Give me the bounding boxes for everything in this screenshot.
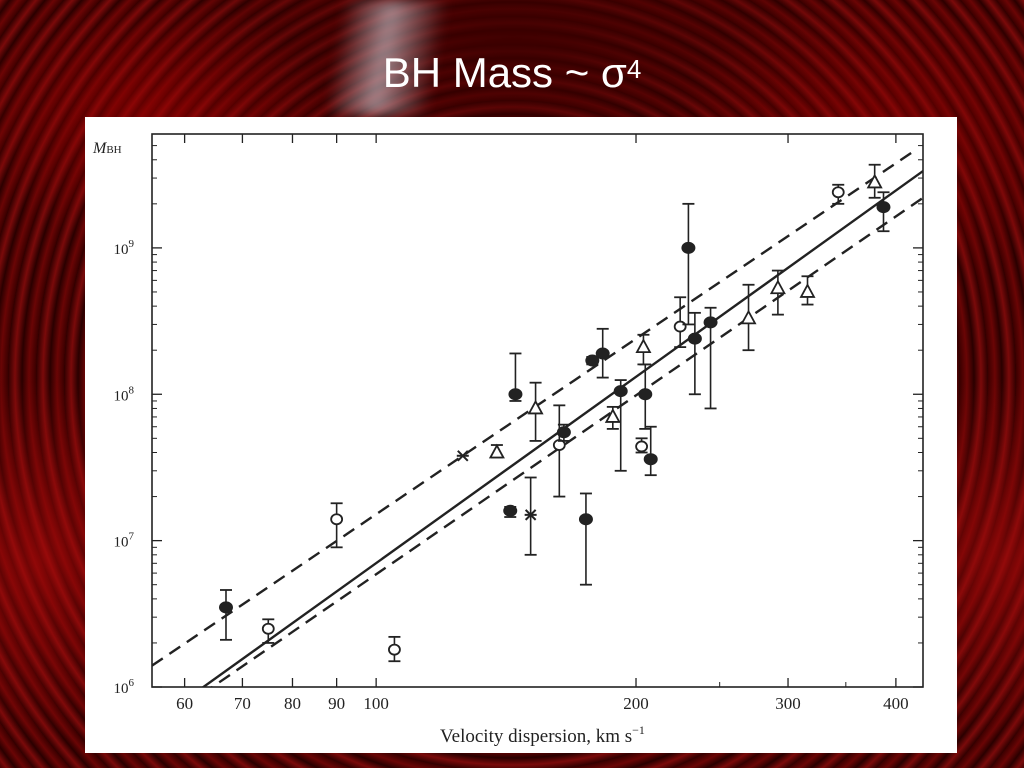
- slide-title-exponent: 4: [626, 54, 642, 84]
- data-point-open-triangle: [866, 173, 883, 189]
- fit-lines-layer: [152, 149, 923, 687]
- data-point-filled-circle: [703, 316, 718, 329]
- data-point-open-triangle: [799, 283, 816, 298]
- data-point-open-triangle: [488, 443, 505, 459]
- data-point-star: [456, 450, 469, 462]
- chart-svg: 60 70 80 90 100 200 300 400 106 107 108 109 Velocity…: [92, 133, 924, 747]
- data-point-filled-circle: [687, 332, 702, 345]
- data-point-filled-circle: [503, 504, 518, 517]
- fit-line-solid: [201, 170, 923, 687]
- slide-title-text: BH Mass ~ σ: [382, 49, 627, 96]
- data-point-filled-circle: [556, 426, 571, 439]
- data-point-open-circle: [673, 320, 687, 333]
- points-layer: [218, 163, 891, 663]
- y-axis-label: MBH: [92, 140, 122, 157]
- data-point-open-circle: [330, 513, 344, 526]
- data-point-open-circle: [831, 186, 845, 199]
- y-tick-label: 106: [114, 677, 135, 697]
- data-point-open-triangle: [604, 408, 621, 423]
- slide-title: BH Mass ~ σ4: [0, 46, 1024, 100]
- data-point-filled-circle: [681, 241, 696, 254]
- axes-layer: [151, 133, 924, 688]
- data-point-open-triangle: [769, 279, 786, 295]
- data-point-open-circle: [261, 622, 275, 635]
- x-tick-label: 100: [363, 694, 389, 713]
- data-point-filled-circle: [638, 388, 653, 401]
- data-point-filled-circle: [876, 201, 891, 214]
- fit-line-dashed: [152, 149, 915, 667]
- data-point-open-circle: [388, 643, 401, 656]
- labels-layer: 60 70 80 90 100 200 300 400 106 107 108 109 Velocity…: [92, 140, 909, 747]
- x-tick-label: 200: [623, 694, 649, 713]
- y-tick-label: 107: [114, 531, 135, 551]
- data-point-filled-circle: [585, 354, 600, 367]
- x-tick-label: 60: [176, 694, 193, 713]
- x-tick-label: 80: [284, 694, 301, 713]
- x-axis-label: Velocity dispersion, km s−1: [440, 723, 645, 747]
- data-point-open-triangle: [740, 309, 757, 325]
- data-point-filled-circle: [643, 453, 658, 466]
- x-tick-label: 300: [775, 694, 801, 713]
- data-point-star: [524, 509, 537, 521]
- x-tick-label: 90: [328, 694, 345, 713]
- data-point-open-circle: [635, 440, 648, 453]
- data-point-open-triangle: [635, 338, 652, 354]
- data-point-filled-circle: [218, 601, 233, 614]
- data-point-open-triangle: [527, 399, 544, 415]
- data-point-filled-circle: [508, 388, 523, 401]
- x-tick-label: 400: [883, 694, 909, 713]
- data-point-filled-circle: [595, 347, 610, 360]
- data-point-filled-circle: [578, 513, 593, 526]
- data-point-filled-circle: [613, 385, 628, 398]
- y-tick-label: 108: [114, 384, 135, 404]
- background-glare: [330, 0, 450, 115]
- plot-frame: [151, 133, 924, 688]
- fit-line-dashed: [210, 196, 923, 687]
- y-tick-label: 109: [114, 238, 135, 258]
- chart-figure: 60 70 80 90 100 200 300 400 106 107 108 109 Velocity…: [85, 117, 957, 753]
- x-tick-label: 70: [234, 694, 251, 713]
